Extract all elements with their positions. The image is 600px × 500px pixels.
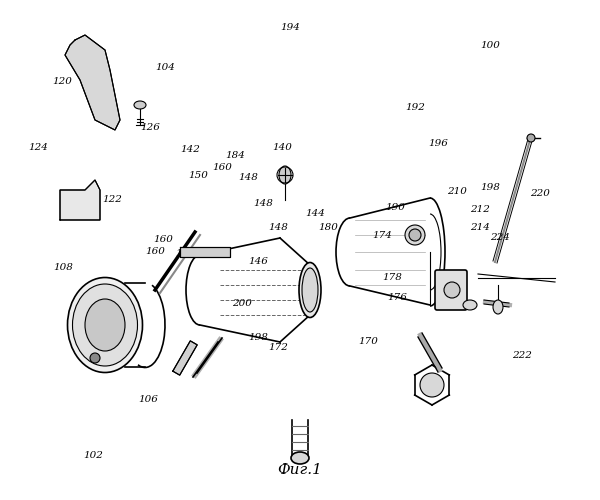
Text: 222: 222 <box>512 350 532 360</box>
Ellipse shape <box>463 300 477 310</box>
Text: 160: 160 <box>212 164 232 172</box>
Text: 176: 176 <box>387 294 407 302</box>
Ellipse shape <box>291 452 309 464</box>
Ellipse shape <box>493 300 503 314</box>
Ellipse shape <box>302 268 318 312</box>
Ellipse shape <box>134 101 146 109</box>
Ellipse shape <box>73 284 137 366</box>
Circle shape <box>444 282 460 298</box>
Text: 170: 170 <box>358 338 378 346</box>
Text: 210: 210 <box>447 188 467 196</box>
Text: 122: 122 <box>102 196 122 204</box>
Circle shape <box>409 229 421 241</box>
Circle shape <box>420 373 444 397</box>
Text: 192: 192 <box>405 104 425 112</box>
Circle shape <box>405 225 425 245</box>
FancyBboxPatch shape <box>435 270 467 310</box>
Text: 144: 144 <box>305 208 325 218</box>
Text: 106: 106 <box>138 396 158 404</box>
Text: 194: 194 <box>280 24 300 32</box>
Text: 108: 108 <box>53 264 73 272</box>
Text: 124: 124 <box>28 144 48 152</box>
Text: 184: 184 <box>225 150 245 160</box>
Text: 100: 100 <box>480 40 500 50</box>
Text: 174: 174 <box>372 230 392 239</box>
Circle shape <box>90 353 100 363</box>
Polygon shape <box>60 180 100 220</box>
Polygon shape <box>173 341 197 375</box>
Text: 102: 102 <box>83 452 103 460</box>
Text: 178: 178 <box>382 274 402 282</box>
Text: 200: 200 <box>232 298 252 308</box>
Text: 148: 148 <box>253 198 273 207</box>
Text: 190: 190 <box>385 202 405 211</box>
Text: 198: 198 <box>248 334 268 342</box>
Text: 220: 220 <box>530 188 550 198</box>
Text: 126: 126 <box>140 124 160 132</box>
Text: 196: 196 <box>428 138 448 147</box>
Text: 172: 172 <box>268 344 288 352</box>
Ellipse shape <box>299 262 321 318</box>
Text: 104: 104 <box>155 64 175 72</box>
Polygon shape <box>65 35 120 130</box>
Circle shape <box>527 134 535 142</box>
Text: 224: 224 <box>490 232 510 241</box>
Text: 180: 180 <box>318 224 338 232</box>
Text: 150: 150 <box>188 172 208 180</box>
Text: 160: 160 <box>153 236 173 244</box>
Text: 120: 120 <box>52 78 72 86</box>
Text: 140: 140 <box>272 144 292 152</box>
Text: 142: 142 <box>180 146 200 154</box>
Polygon shape <box>180 247 230 257</box>
Text: 212: 212 <box>470 206 490 214</box>
Text: 160: 160 <box>145 248 165 256</box>
Text: 148: 148 <box>268 224 288 232</box>
Text: 214: 214 <box>470 224 490 232</box>
Text: 148: 148 <box>238 174 258 182</box>
Text: 146: 146 <box>248 258 268 266</box>
Ellipse shape <box>279 166 291 184</box>
Text: 166: 166 <box>175 250 195 258</box>
Text: Фиг.1: Фиг.1 <box>278 463 322 477</box>
Ellipse shape <box>85 299 125 351</box>
Text: 198: 198 <box>480 184 500 192</box>
Ellipse shape <box>67 278 143 372</box>
